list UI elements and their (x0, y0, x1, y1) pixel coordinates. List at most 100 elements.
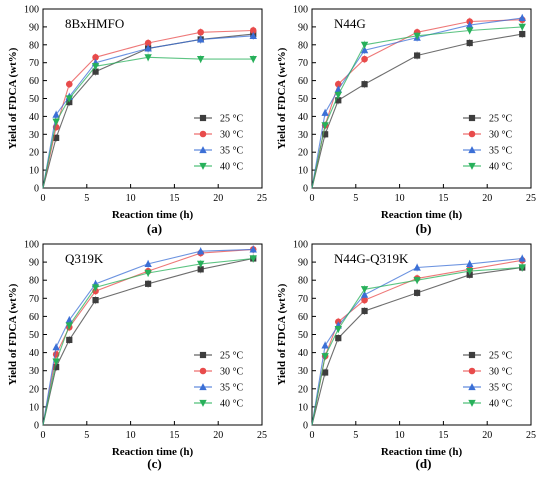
legend-marker (468, 114, 476, 122)
x-tick-label: 15 (438, 193, 448, 204)
y-tick-label: 30 (298, 366, 308, 377)
x-tick-label: 25 (257, 430, 267, 441)
series-4 (311, 22, 526, 189)
data-point (360, 286, 369, 294)
y-tick-label: 0 (34, 421, 39, 432)
data-point (334, 325, 342, 333)
data-point (465, 27, 474, 35)
y-tick-label: 100 (293, 240, 308, 251)
data-point (361, 55, 368, 63)
panel-letter: (a) (147, 221, 162, 236)
data-point (145, 280, 152, 287)
x-tick-label: 25 (257, 193, 267, 204)
x-tick-label: 25 (526, 193, 536, 204)
y-axis: 0 10 20 30 40 50 60 70 80 90 100 (293, 5, 316, 195)
data-point (414, 289, 421, 296)
data-point (321, 353, 329, 361)
x-tick-label: 20 (482, 193, 492, 204)
x-axis: 0 5 10 15 20 25 (310, 184, 536, 204)
y-tick-label: 70 (29, 58, 39, 69)
y-axis-label: Yield of FDCA (wt%) (7, 283, 19, 385)
legend-marker (468, 130, 476, 138)
legend-label: 35 °C (220, 146, 243, 157)
y-tick-label: 30 (29, 130, 39, 141)
data-point (518, 264, 526, 272)
panel-title: N44G-Q319K (334, 251, 409, 266)
data-point (249, 27, 257, 34)
x-tick-label: 20 (213, 193, 223, 204)
data-point (335, 335, 342, 342)
legend: 25 °C 30 °C 35 °C 40 °C (463, 351, 512, 410)
data-point (321, 341, 329, 349)
series-4 (311, 263, 526, 426)
legend-label: 30 °C (220, 367, 243, 378)
x-tick-label: 10 (126, 430, 136, 441)
x-tick-label: 5 (84, 193, 89, 204)
legend-marker (199, 399, 207, 407)
data-point (196, 35, 205, 43)
y-tick-label: 70 (298, 294, 308, 305)
data-point (361, 307, 368, 315)
data-point (91, 284, 100, 292)
x-tick-label: 15 (438, 430, 448, 441)
legend-label: 40 °C (220, 162, 243, 173)
y-axis-label: Yield of FDCA (wt%) (276, 47, 288, 149)
y-tick-label: 30 (29, 366, 39, 377)
y-tick-label: 20 (29, 384, 39, 395)
legend-marker (468, 351, 476, 359)
legend-label: 30 °C (489, 367, 512, 378)
panel-letter: (d) (416, 456, 432, 471)
legend-marker (468, 146, 476, 154)
data-point (414, 52, 421, 59)
legend-label: 40 °C (220, 399, 243, 410)
data-point (321, 122, 329, 130)
x-tick-label: 5 (353, 430, 358, 441)
x-tick-label: 20 (213, 430, 223, 441)
x-tick-label: 10 (126, 193, 136, 204)
y-tick-label: 80 (29, 276, 39, 287)
y-tick-label: 50 (298, 94, 308, 105)
y-tick-label: 90 (298, 258, 308, 269)
data-point (65, 95, 73, 103)
data-point (52, 110, 60, 118)
chart-q319k: 0 10 20 30 40 50 60 70 80 90 100 0 5 10 15 20 25 Reaction… (7, 240, 267, 459)
data-point (360, 290, 369, 298)
data-point (334, 80, 342, 88)
y-tick-label: 0 (34, 184, 39, 195)
y-tick-label: 80 (298, 276, 308, 287)
legend-marker (468, 399, 476, 407)
y-tick-label: 40 (29, 348, 39, 359)
y-tick-label: 50 (29, 94, 39, 105)
data-point (465, 21, 474, 29)
data-point (53, 363, 60, 371)
legend-label: 40 °C (489, 399, 512, 410)
y-tick-label: 40 (29, 112, 39, 123)
y-tick-label: 20 (298, 148, 308, 159)
y-tick-label: 50 (29, 330, 39, 341)
y-axis: 0 10 20 30 40 50 60 70 80 90 100 (24, 240, 47, 432)
y-axis: 0 10 20 30 40 50 60 70 80 90 100 (293, 240, 316, 432)
x-tick-label: 0 (310, 430, 315, 441)
x-tick-label: 15 (169, 430, 179, 441)
data-point (197, 266, 204, 273)
x-axis-label: Reaction time (h) (381, 209, 463, 221)
legend-marker (199, 130, 207, 138)
y-tick-label: 90 (29, 22, 39, 33)
data-point (66, 336, 73, 344)
x-tick-label: 0 (41, 430, 46, 441)
data-point (360, 46, 369, 54)
data-point (196, 247, 205, 255)
legend: 25 °C 30 °C 35 °C 40 °C (194, 114, 243, 173)
data-point (92, 297, 99, 304)
data-point (91, 63, 100, 71)
data-point (334, 91, 342, 99)
chart-n44g: 0 10 20 30 40 50 60 70 80 90 100 0 5 10 15 20 25 Reaction… (276, 5, 536, 222)
data-point (249, 255, 257, 263)
series-1 (311, 30, 526, 189)
y-tick-label: 70 (29, 294, 39, 305)
data-point (413, 263, 421, 271)
x-axis-label: Reaction time (h) (112, 209, 194, 221)
data-point (361, 81, 368, 88)
data-point (518, 23, 526, 31)
